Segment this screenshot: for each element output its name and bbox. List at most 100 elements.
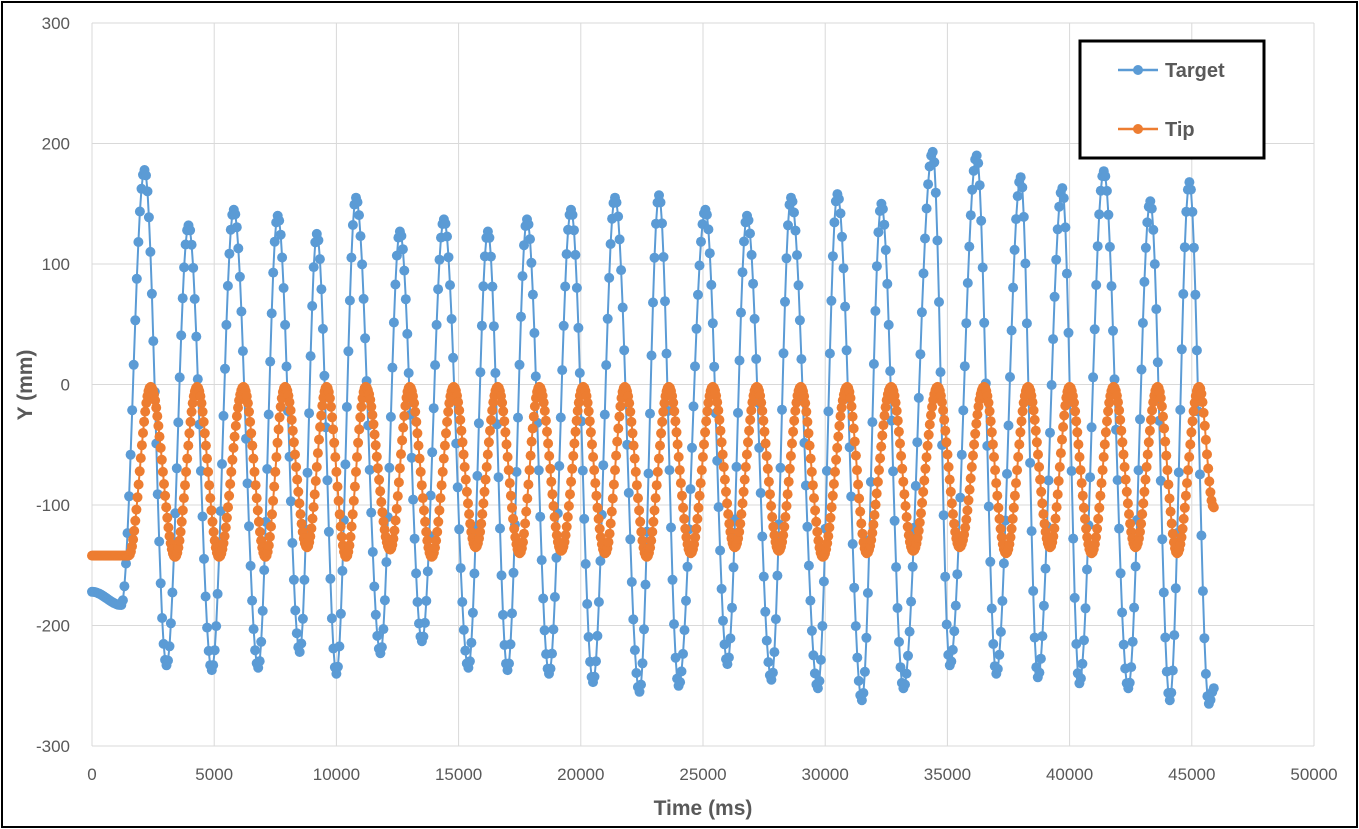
data-point (325, 573, 336, 584)
data-point (343, 346, 354, 357)
data-point (648, 297, 658, 308)
data-point (835, 208, 846, 219)
data-point (1137, 318, 1148, 328)
data-point (344, 540, 355, 551)
data-point (486, 414, 497, 425)
data-point (316, 284, 327, 295)
data-point (324, 393, 335, 404)
data-point (463, 498, 473, 509)
data-point (591, 656, 601, 667)
data-point (275, 229, 286, 240)
data-point (790, 405, 801, 416)
data-point (625, 406, 636, 417)
data-point (1094, 209, 1105, 220)
data-point (418, 631, 429, 642)
data-point (390, 515, 401, 526)
data-point (269, 481, 280, 492)
data-point (1135, 414, 1145, 425)
data-point (254, 656, 265, 667)
data-point (473, 418, 484, 429)
data-point (1052, 224, 1063, 235)
data-point (723, 652, 734, 663)
data-point (244, 521, 254, 532)
data-point (707, 318, 718, 329)
y-tick-label: 200 (42, 135, 70, 154)
legend: Target Tip (1078, 39, 1266, 160)
data-point (1053, 476, 1064, 486)
data-point (877, 204, 888, 214)
legend-box (1078, 39, 1266, 160)
data-point (330, 452, 341, 463)
data-point (522, 493, 533, 504)
data-point (326, 401, 336, 412)
data-point (977, 262, 988, 273)
data-point (997, 596, 1008, 606)
data-point (1185, 184, 1196, 195)
data-point (242, 478, 253, 489)
data-point (422, 566, 433, 577)
data-point (458, 449, 469, 460)
data-point (1045, 427, 1055, 438)
y-tick-label: -200 (36, 617, 70, 636)
data-point (334, 641, 345, 652)
data-point (514, 359, 525, 370)
data-point (519, 240, 529, 251)
data-point (1170, 583, 1181, 594)
data-point (161, 502, 172, 513)
data-point (649, 252, 660, 263)
data-point (547, 489, 558, 500)
data-point (604, 272, 615, 283)
data-point (1018, 211, 1029, 222)
data-point (467, 607, 478, 618)
data-point (746, 249, 757, 260)
data-point (475, 526, 486, 537)
data-point (847, 539, 858, 549)
data-point (457, 437, 468, 448)
data-point (758, 571, 769, 582)
data-point (941, 619, 952, 630)
data-point (354, 210, 364, 221)
data-point (1066, 466, 1077, 476)
data-point (128, 359, 139, 370)
data-point (591, 490, 602, 501)
data-point (251, 493, 262, 504)
data-point (523, 219, 534, 230)
data-point (403, 368, 414, 378)
data-point (1025, 457, 1036, 468)
data-point (485, 425, 495, 436)
data-point (1030, 425, 1041, 436)
data-point (1190, 289, 1201, 300)
data-point (211, 621, 222, 632)
data-point (568, 451, 579, 461)
data-point (480, 474, 491, 485)
data-point (806, 625, 817, 636)
data-point (1126, 662, 1137, 673)
data-point (824, 348, 835, 359)
data-point (163, 655, 173, 666)
data-point (151, 402, 162, 413)
data-point (408, 494, 419, 505)
data-point (1007, 513, 1018, 524)
data-point (256, 636, 267, 647)
data-point (691, 523, 702, 534)
data-point (761, 451, 772, 461)
data-point (431, 319, 442, 330)
y-tick-label: 0 (61, 376, 70, 395)
data-point (437, 466, 448, 477)
data-point (284, 397, 295, 408)
data-point (227, 454, 238, 465)
data-point (536, 555, 547, 566)
data-point (962, 278, 973, 288)
data-point (1140, 242, 1151, 253)
legend-tip-label: Tip (1165, 119, 1195, 141)
data-point (333, 495, 344, 506)
data-point (1082, 564, 1092, 575)
data-point (1011, 214, 1022, 225)
data-point (802, 416, 813, 427)
x-tick-label: 20000 (557, 765, 604, 784)
data-point (744, 425, 755, 436)
data-point (229, 431, 240, 442)
data-point (121, 558, 131, 569)
data-point (1100, 427, 1111, 438)
data-point (140, 406, 151, 417)
